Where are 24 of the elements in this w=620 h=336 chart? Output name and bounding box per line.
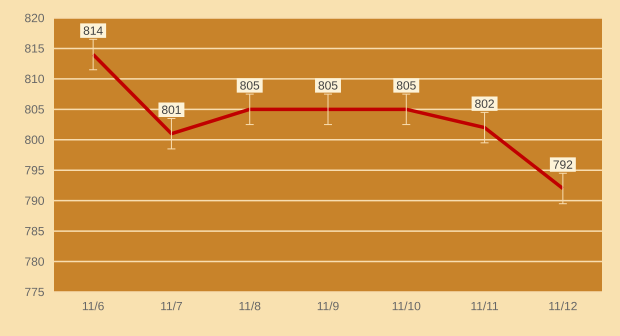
data-label: 792 (553, 160, 572, 169)
x-tick-label: 11/9 (318, 302, 339, 310)
data-label: 802 (475, 99, 494, 108)
x-tick-label: 11/11 (471, 302, 498, 310)
y-tick-label: 790 (25, 196, 44, 205)
y-tick-label: 800 (25, 136, 44, 144)
data-label: 814 (84, 26, 103, 35)
y-tick-label: 795 (25, 166, 44, 174)
y-tick-label: 780 (25, 257, 44, 266)
data-label: 805 (240, 81, 260, 90)
data-label: 805 (396, 81, 416, 90)
x-tick-label: 11/6 (82, 302, 104, 310)
x-tick-label: 11/7 (161, 302, 182, 310)
y-tick-label: 820 (25, 14, 44, 22)
x-tick-label: 11/12 (549, 302, 577, 310)
data-label: 801 (162, 106, 181, 114)
y-tick-label: 805 (25, 105, 44, 114)
x-tick-label: 11/8 (239, 302, 260, 310)
y-tick-label: 810 (25, 74, 44, 84)
y-tick-label: 775 (25, 288, 44, 296)
y-tick-label: 815 (25, 44, 44, 53)
data-label: 805 (318, 81, 338, 90)
y-tick-label: 785 (25, 226, 44, 236)
x-tick-label: 11/10 (392, 302, 420, 310)
